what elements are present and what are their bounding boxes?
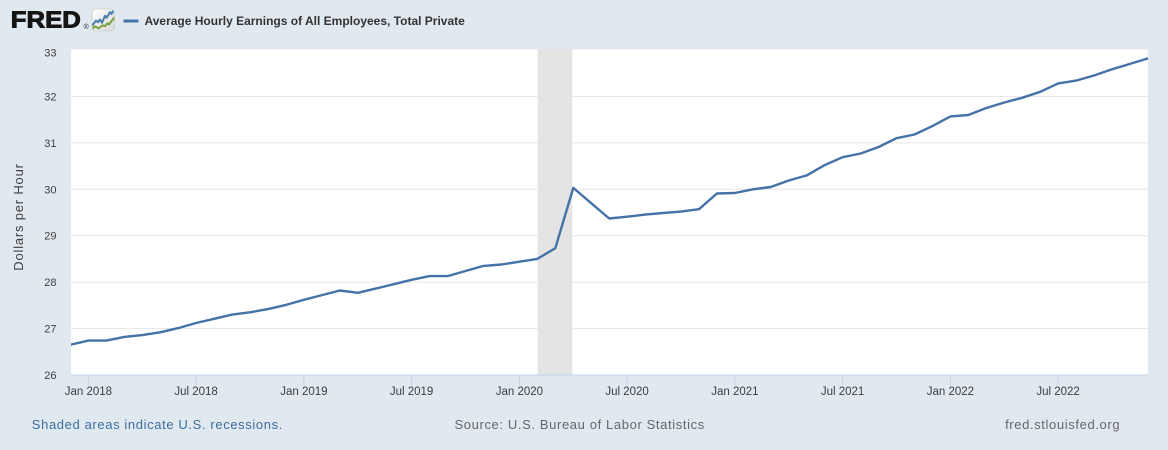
svg-text:FRED: FRED — [11, 7, 81, 33]
svg-text:33: 33 — [44, 47, 56, 59]
svg-text:®: ® — [84, 23, 90, 31]
svg-text:Jan 2019: Jan 2019 — [280, 386, 327, 398]
svg-text:29: 29 — [44, 231, 56, 243]
svg-text:Jul 2020: Jul 2020 — [605, 386, 648, 398]
svg-text:27: 27 — [44, 324, 56, 336]
svg-text:Jul 2019: Jul 2019 — [390, 386, 433, 398]
svg-text:Jan 2020: Jan 2020 — [496, 386, 543, 398]
svg-text:Jul 2021: Jul 2021 — [821, 386, 864, 398]
svg-text:Jul 2022: Jul 2022 — [1036, 386, 1079, 398]
svg-text:Shaded areas indicate U.S. rec: Shaded areas indicate U.S. recessions. — [32, 417, 283, 432]
svg-text:Dollars per Hour: Dollars per Hour — [11, 163, 26, 270]
svg-text:32: 32 — [44, 91, 56, 103]
svg-text:Jan 2018: Jan 2018 — [65, 386, 112, 398]
svg-text:Average Hourly Earnings of All: Average Hourly Earnings of All Employees… — [145, 14, 466, 28]
svg-text:Jul 2018: Jul 2018 — [174, 386, 217, 398]
svg-text:fred.stlouisfed.org: fred.stlouisfed.org — [1005, 417, 1120, 432]
svg-text:28: 28 — [44, 277, 56, 289]
svg-text:Source: U.S. Bureau of Labor S: Source: U.S. Bureau of Labor Statistics — [455, 417, 705, 432]
svg-text:Jan 2022: Jan 2022 — [927, 386, 974, 398]
svg-text:Jan 2021: Jan 2021 — [711, 386, 758, 398]
svg-text:30: 30 — [44, 184, 56, 196]
svg-text:26: 26 — [44, 370, 56, 382]
svg-text:31: 31 — [44, 138, 56, 150]
